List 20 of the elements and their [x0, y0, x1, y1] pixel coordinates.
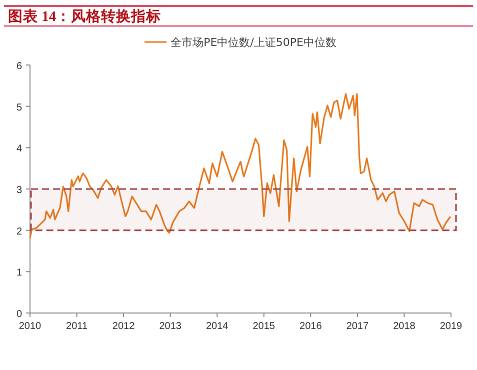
y-tick-label: 1: [16, 268, 22, 279]
legend-label: 全市场PE中位数/上证50PE中位数: [170, 36, 336, 49]
x-tick-label: 2019: [440, 321, 463, 332]
chart-title: 图表 14：风格转换指标: [8, 8, 162, 25]
y-tick-label: 3: [16, 185, 22, 196]
x-tick-label: 2013: [159, 321, 182, 332]
y-tick-label: 5: [16, 102, 22, 114]
x-tick-label: 2015: [252, 321, 276, 332]
y-tick-label: 2: [16, 226, 22, 238]
x-tick-label: 2017: [346, 321, 370, 332]
y-tick-label: 4: [16, 144, 22, 155]
x-tick-label: 2012: [112, 321, 136, 332]
x-tick-label: 2011: [66, 321, 88, 332]
x-tick-label: 2016: [300, 321, 322, 332]
y-tick-label: 6: [16, 61, 22, 72]
x-tick-label: 2010: [18, 321, 42, 332]
line-series: [29, 93, 451, 239]
y-tick-label: 0: [16, 309, 22, 320]
x-tick-label: 2014: [206, 321, 229, 332]
x-tick-label: 2018: [393, 321, 416, 332]
